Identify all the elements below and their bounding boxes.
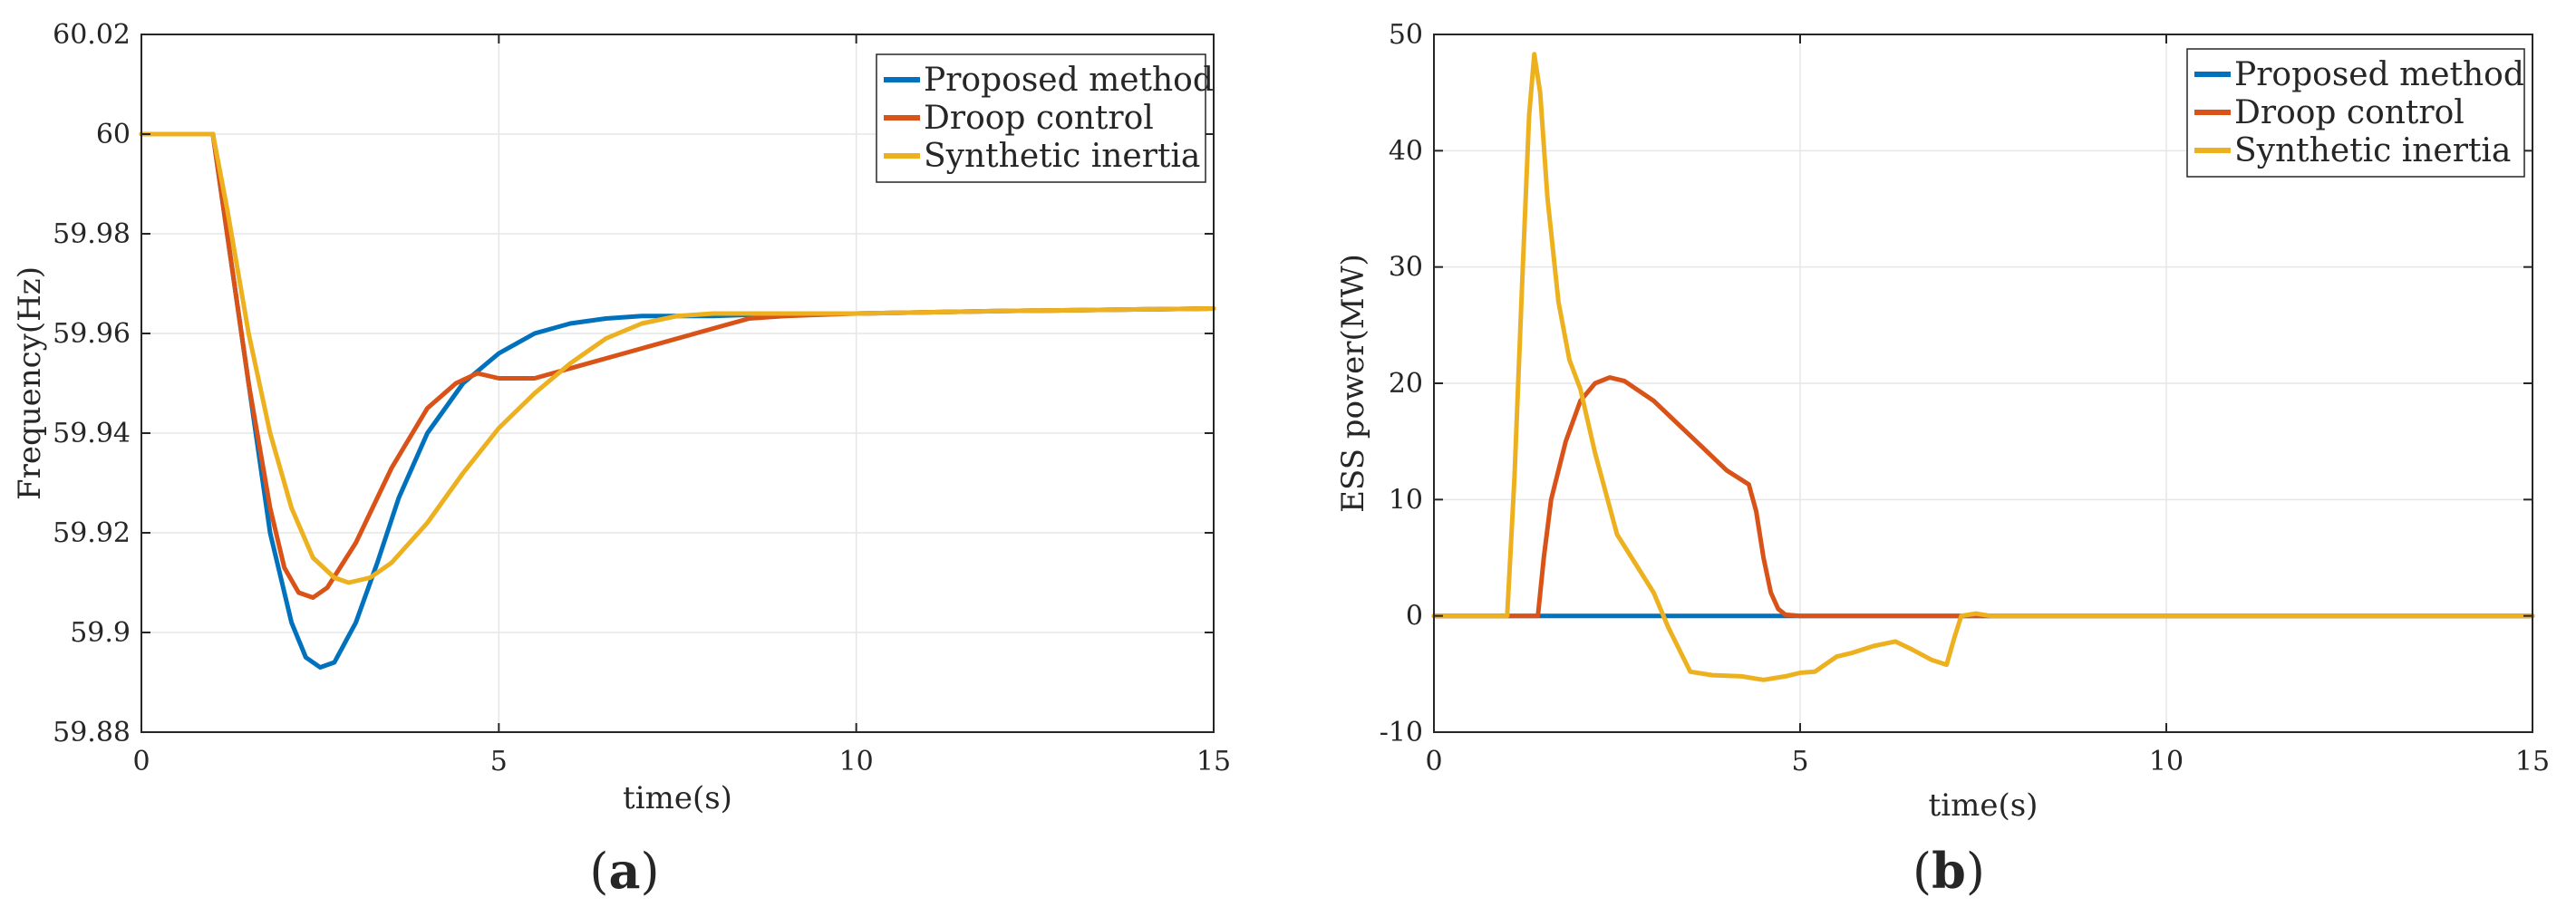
legend-box bbox=[876, 53, 1206, 183]
y-tick-label: -10 bbox=[1380, 717, 1423, 748]
series-line-synthetic-inertia bbox=[1431, 52, 2535, 682]
y-axis-label: Frequency(Hz) bbox=[12, 266, 48, 500]
legend-label: Synthetic inertia bbox=[924, 138, 1200, 175]
series-line-droop-control bbox=[1431, 375, 2535, 619]
legend-label: Droop control bbox=[2234, 94, 2465, 131]
y-tick-label: 59.94 bbox=[53, 418, 131, 449]
legend-label: Proposed method bbox=[924, 62, 1214, 99]
series-line-synthetic-inertia bbox=[139, 131, 1216, 585]
y-tick-label: 50 bbox=[1389, 19, 1423, 51]
y-tick-label: 59.96 bbox=[53, 318, 131, 350]
legend-label: Proposed method bbox=[2234, 56, 2524, 93]
axes-frame bbox=[140, 34, 1215, 733]
x-tick-label: 0 bbox=[132, 746, 150, 777]
y-tick-label: 59.92 bbox=[53, 517, 131, 549]
x-tick-label: 5 bbox=[490, 746, 508, 777]
y-tick-label: 59.98 bbox=[53, 218, 131, 250]
y-tick-label: 40 bbox=[1389, 135, 1423, 167]
series-line-droop-control bbox=[139, 131, 1216, 600]
x-tick-label: 0 bbox=[1425, 746, 1442, 777]
x-axis-label: time(s) bbox=[1929, 787, 2039, 824]
x-tick-label: 5 bbox=[1791, 746, 1808, 777]
y-axis-label: ESS power(MW) bbox=[1335, 254, 1371, 513]
x-tick-label: 10 bbox=[2149, 746, 2184, 777]
x-tick-label: 15 bbox=[2515, 746, 2550, 777]
chart-panel-a: 0 5 10 15 59.88 59.9 59.92 59.94 59.96 59.98 60 60.… bbox=[12, 19, 1231, 900]
y-tick-label: 59.88 bbox=[53, 717, 131, 748]
legend-box bbox=[2186, 48, 2525, 178]
y-tick-label: 30 bbox=[1389, 252, 1423, 284]
legend-label: Synthetic inertia bbox=[2234, 132, 2511, 169]
y-tick-label: 60.02 bbox=[53, 19, 131, 51]
x-axis-label: time(s) bbox=[623, 780, 732, 816]
x-tick-label: 15 bbox=[1196, 746, 1231, 777]
panel-label: (b) bbox=[1913, 842, 1985, 900]
x-tick-label: 10 bbox=[839, 746, 874, 777]
y-tick-label: 10 bbox=[1389, 484, 1423, 516]
y-tick-label: 0 bbox=[1406, 601, 1423, 632]
y-tick-label: 59.9 bbox=[70, 617, 131, 649]
y-tick-label: 60 bbox=[96, 119, 131, 150]
legend-label: Droop control bbox=[924, 100, 1154, 137]
y-tick-label: 20 bbox=[1389, 368, 1423, 400]
panel-label: (a) bbox=[589, 842, 659, 900]
